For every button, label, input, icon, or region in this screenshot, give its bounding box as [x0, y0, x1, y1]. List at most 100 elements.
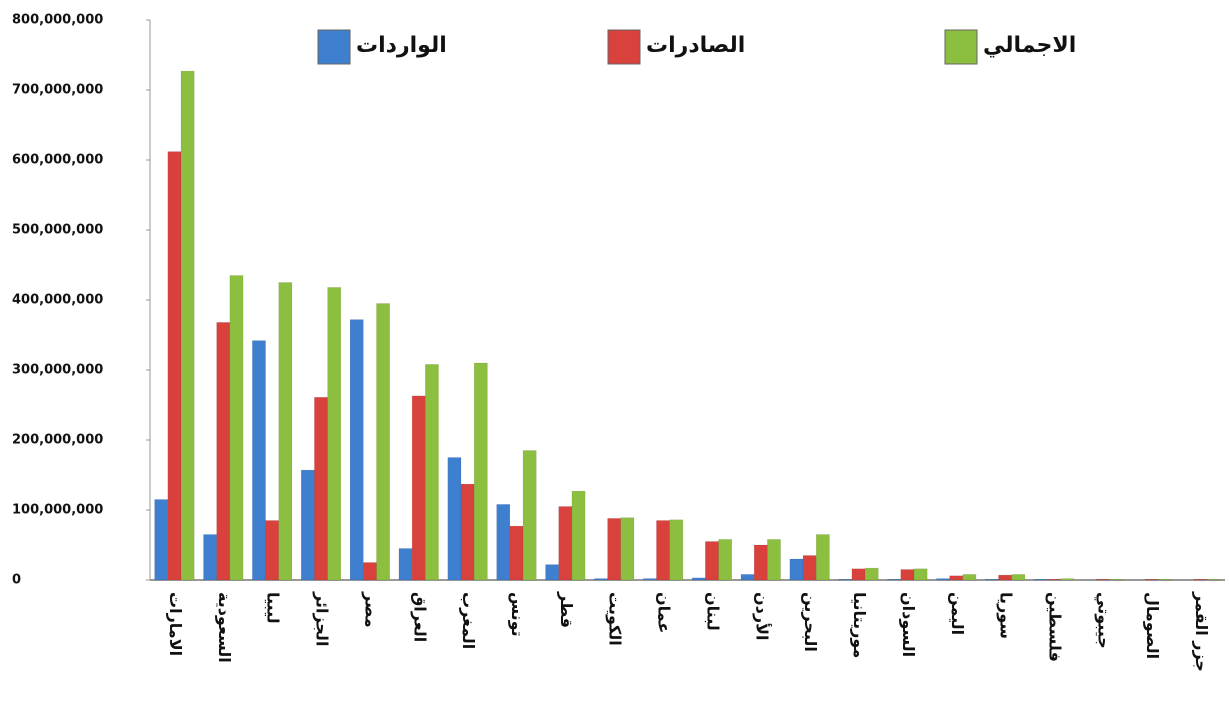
bar: [154, 499, 169, 581]
bar: [1011, 574, 1026, 581]
x-tick-label: ليبيا: [264, 592, 283, 624]
bar: [802, 555, 817, 581]
bar: [789, 558, 804, 581]
bar: [376, 303, 390, 581]
bar: [913, 568, 928, 581]
bar: [460, 483, 475, 581]
y-tick-label: 600,000,000: [12, 153, 103, 168]
bar: [1158, 579, 1172, 581]
bar: [265, 520, 280, 581]
bar: [300, 469, 315, 581]
bar: [425, 364, 439, 581]
x-tick-label: الصومال: [1143, 592, 1162, 659]
x-tick-label: الامارات: [166, 592, 185, 656]
legend-label: الاجمالي: [983, 33, 1076, 58]
bar: [985, 579, 999, 581]
bar: [753, 544, 768, 581]
bar: [1047, 579, 1061, 581]
bar: [936, 578, 950, 581]
bar: [740, 574, 755, 581]
bar: [363, 562, 377, 581]
x-tick-label: البحرين: [801, 592, 820, 652]
legend-label: الصادرات: [646, 33, 745, 58]
bar: [167, 151, 182, 581]
x-tick-label: عمان: [655, 592, 674, 633]
legend-swatch: [607, 29, 641, 65]
bar: [496, 504, 511, 581]
bar: [669, 519, 684, 581]
bar: [411, 395, 426, 581]
bar: [1095, 579, 1110, 581]
x-tick-label: الأردن: [752, 592, 771, 640]
bar: [900, 569, 915, 581]
bar: [327, 287, 342, 581]
bar: [838, 579, 853, 581]
bar: [594, 578, 608, 581]
bar: [767, 539, 781, 581]
bar: [705, 541, 719, 581]
y-tick-label: 0: [12, 573, 21, 588]
bar: [229, 275, 244, 581]
y-tick-label: 400,000,000: [12, 293, 103, 308]
bar: [718, 539, 732, 581]
bar: [887, 579, 902, 581]
bar: [180, 70, 195, 581]
bar: [656, 520, 670, 581]
x-tick-label: السعودية: [215, 592, 234, 663]
bar: [447, 457, 462, 581]
bar: [349, 319, 364, 581]
x-tick-label: الجزائر: [313, 591, 332, 646]
bar: [851, 568, 866, 581]
bar: [398, 548, 413, 581]
bar: [571, 490, 586, 581]
bar: [607, 518, 622, 581]
bar: [1144, 579, 1159, 581]
bar: [949, 575, 964, 581]
x-tick-label: قطر: [557, 591, 576, 628]
legend-label: الواردات: [356, 33, 447, 58]
bar: [278, 282, 293, 581]
y-tick-label: 800,000,000: [12, 13, 103, 28]
bar: [509, 525, 524, 581]
bar: [1193, 579, 1208, 581]
bar: [643, 578, 657, 581]
x-tick-label: جيبوتي: [1093, 592, 1113, 649]
legend-swatch: [944, 29, 978, 65]
bar: [216, 322, 231, 581]
x-tick-label: فلسطين: [1045, 592, 1064, 662]
bar: [203, 534, 217, 581]
x-tick-label: موريتانيا: [850, 592, 869, 658]
x-tick-label: سوريا: [997, 592, 1016, 639]
y-tick-label: 700,000,000: [12, 83, 103, 98]
bar: [558, 506, 573, 581]
bar: [545, 564, 559, 581]
x-tick-label: جزر القمر: [1192, 591, 1211, 672]
bar: [620, 517, 635, 581]
bar: [691, 577, 706, 581]
x-tick-label: الكويت: [606, 592, 625, 646]
bar: [1060, 578, 1075, 581]
x-tick-label: السودان: [899, 592, 918, 657]
x-tick-label: المغرب: [459, 592, 478, 649]
bar: [1033, 579, 1048, 581]
bar: [1109, 579, 1123, 581]
x-tick-label: لبنان: [703, 592, 722, 631]
x-tick-label: مصر: [361, 591, 380, 628]
bar: [816, 534, 830, 581]
bar: [314, 397, 328, 581]
x-tick-label: تونس: [508, 592, 527, 637]
legend-swatch: [317, 29, 351, 65]
bar: [962, 574, 977, 581]
bar: [864, 567, 879, 581]
y-tick-label: 200,000,000: [12, 433, 103, 448]
y-tick-label: 300,000,000: [12, 363, 103, 378]
bar: [522, 450, 537, 581]
x-tick-label: العراق: [410, 592, 429, 642]
y-tick-label: 500,000,000: [12, 223, 103, 238]
x-tick-label: اليمن: [948, 592, 967, 635]
bar: [473, 362, 488, 581]
bar: [998, 574, 1012, 581]
y-tick-label: 100,000,000: [12, 503, 103, 518]
bar: [252, 340, 266, 581]
